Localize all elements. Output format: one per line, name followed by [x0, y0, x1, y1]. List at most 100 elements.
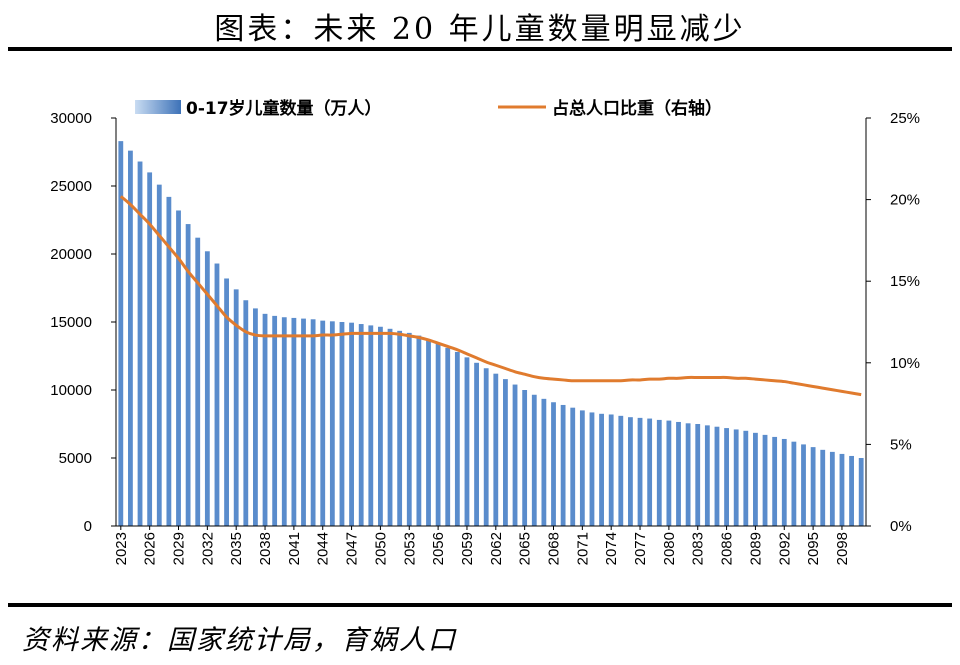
bar-2052	[397, 330, 403, 526]
x-tick-label: 2080	[661, 532, 678, 565]
bar-2029	[176, 210, 181, 527]
bar-2099	[849, 455, 854, 526]
legend-line-label: 占总人口比重（右轴）	[552, 98, 722, 119]
bar-2043	[310, 319, 316, 526]
bar-2042	[301, 318, 306, 526]
bar-2073	[599, 413, 604, 526]
bar-2060	[474, 362, 479, 526]
bar-2023	[118, 141, 124, 526]
x-tick-label: 2059	[459, 532, 476, 565]
x-tick-label: 2038	[257, 532, 274, 565]
left-tick-label: 0	[84, 518, 92, 535]
bar-2026	[147, 172, 153, 526]
bar-2040	[281, 317, 287, 526]
x-tick-label: 2068	[546, 532, 563, 565]
bar-2053	[406, 332, 412, 526]
x-tick-label: 2086	[719, 532, 736, 565]
bar-2027	[156, 184, 162, 526]
bar-2076	[628, 417, 633, 526]
x-tick-label: 2062	[488, 532, 505, 565]
bar-2072	[589, 412, 595, 526]
bar-2028	[166, 196, 172, 526]
bar-2047	[349, 322, 354, 526]
bar-2061	[483, 368, 489, 526]
bar-2081	[676, 421, 681, 526]
bar-2069	[560, 404, 566, 526]
bar-2035	[233, 289, 239, 526]
bar-2089	[753, 432, 758, 526]
x-tick-label: 2074	[603, 532, 620, 565]
left-tick-label: 5000	[59, 450, 92, 467]
bar-2067	[541, 398, 547, 526]
x-tick-label: 2092	[776, 532, 793, 565]
legend: 0-17岁儿童数量（万人） 占总人口比重（右轴）	[135, 98, 722, 119]
right-tick-label: 0%	[890, 518, 912, 535]
bar-2059	[464, 357, 470, 526]
bar-2039	[272, 315, 278, 526]
bar-2085	[714, 426, 720, 526]
bar-2055	[426, 339, 431, 526]
bar-2058	[454, 351, 460, 526]
bar-2062	[493, 373, 499, 526]
bar-2056	[435, 343, 441, 526]
right-tick-label: 5%	[890, 436, 912, 453]
bar-2036	[243, 300, 249, 526]
left-tick-label: 10000	[50, 382, 92, 399]
bar-2095	[810, 447, 816, 526]
bar-2064	[512, 384, 518, 526]
left-axis-ticks: 0 5000 10000 15000 20000 25000 30000	[50, 110, 116, 535]
right-tick-label: 15%	[890, 273, 920, 290]
x-tick-label: 2089	[747, 532, 764, 565]
source-note: 资料来源：国家统计局，育娲人口	[22, 625, 457, 656]
x-tick-label: 2098	[834, 532, 851, 565]
legend-bar-label: 0-17岁儿童数量（万人）	[186, 98, 382, 119]
bar-2041	[291, 317, 297, 526]
bar-2097	[829, 451, 835, 526]
right-tick-label: 10%	[890, 355, 920, 372]
bar-2051	[387, 328, 393, 526]
bar-2034	[224, 278, 229, 526]
x-tick-label: 2029	[171, 532, 188, 565]
bar-2024	[128, 150, 133, 526]
left-tick-label: 25000	[50, 178, 92, 195]
x-tick-label: 2044	[315, 532, 332, 565]
bar-2090	[762, 434, 768, 526]
x-tick-label: 2032	[199, 532, 216, 565]
bar-2088	[743, 430, 749, 526]
bar-2082	[685, 423, 691, 526]
x-tick-label: 2065	[517, 532, 534, 565]
bar-2046	[339, 322, 345, 526]
right-tick-label: 25%	[890, 110, 920, 127]
bar-2031	[195, 237, 201, 526]
left-tick-label: 20000	[50, 246, 92, 263]
x-tick-label: 2071	[574, 532, 591, 565]
right-axis-ticks: 0% 5% 10% 15% 20% 25%	[866, 110, 920, 535]
bar-2080	[666, 420, 672, 526]
x-tick-label: 2053	[401, 532, 418, 565]
top-rule	[8, 47, 952, 51]
left-tick-label: 15000	[50, 314, 92, 331]
x-tick-label: 2050	[372, 532, 389, 565]
bar-2038	[262, 313, 268, 526]
bar-2066	[531, 394, 537, 526]
bar-2093	[791, 441, 797, 526]
bar-2075	[618, 415, 624, 526]
bar-2084	[704, 425, 710, 526]
x-tick-label: 2077	[632, 532, 649, 565]
bar-2063	[503, 379, 508, 526]
legend-bar-swatch	[135, 100, 181, 114]
x-tick-label: 2083	[690, 532, 707, 565]
x-tick-label: 2041	[286, 532, 303, 565]
bar-2092	[781, 438, 787, 526]
bar-2083	[695, 424, 701, 526]
ratio-line	[119, 195, 862, 397]
bar-2025	[137, 161, 143, 526]
x-tick-label: 2026	[142, 532, 159, 565]
x-tick-label: 2095	[805, 532, 822, 565]
bar-2100	[858, 458, 864, 526]
bar-2087	[733, 429, 739, 526]
bar-2086	[724, 428, 729, 526]
bar-2094	[801, 444, 806, 526]
bar-2071	[579, 410, 585, 526]
bar-2033	[214, 263, 220, 526]
